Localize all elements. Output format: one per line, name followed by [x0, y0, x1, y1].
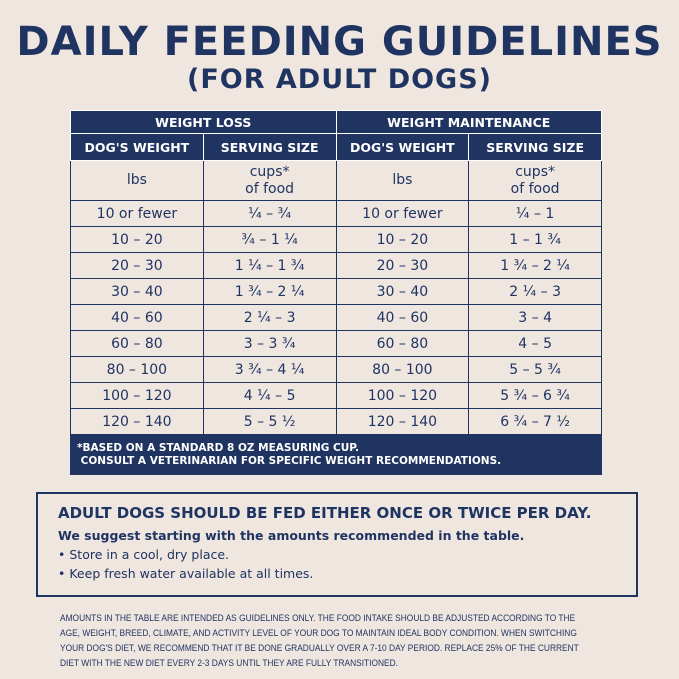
table-cell: 40 – 60 [70, 304, 204, 331]
column-header: DOG'S WEIGHT [70, 133, 204, 161]
table-cell: ¼ – ¾ [202, 200, 337, 227]
table-cell: 1 ¾ – 2 ¼ [202, 278, 337, 305]
page-title: DAILY FEEDING GUIDELINES [16, 19, 663, 65]
table-cell: 120 – 140 [70, 408, 204, 435]
table-cell: 10 – 20 [335, 226, 470, 253]
table-cell: 3 – 4 [468, 304, 602, 331]
table-cell: 10 – 20 [70, 226, 204, 253]
info-intro: We suggest starting with the amounts rec… [58, 528, 525, 543]
table-cell: 5 – 5 ½ [202, 408, 337, 435]
table-cell: ¾ – 1 ¼ [202, 226, 337, 253]
table-cell: 60 – 80 [70, 330, 204, 357]
table-row: 20 – 30 1 ¼ – 1 ¾ 20 – 30 1 ¾ – 2 ¼ [70, 252, 602, 279]
unit-cell: lbs [335, 160, 470, 201]
unit-cell: cups* of food [468, 160, 602, 201]
table-cell: 6 ¾ – 7 ½ [468, 408, 602, 435]
table-row: 40 – 60 2 ¼ – 3 40 – 60 3 – 4 [70, 304, 602, 331]
group-header-weight-maintenance: WEIGHT MAINTENANCE [335, 110, 602, 134]
table-footnote: *BASED ON A STANDARD 8 OZ MEASURING CUP.… [70, 434, 602, 475]
table-cell: 5 ¾ – 6 ¾ [468, 382, 602, 409]
page-subtitle: (FOR ADULT DOGS) [186, 64, 493, 95]
table-row: 80 – 100 3 ¾ – 4 ¼ 80 – 100 5 – 5 ¾ [70, 356, 602, 383]
table-row: 120 – 140 5 – 5 ½ 120 – 140 6 ¾ – 7 ½ [70, 408, 602, 435]
disclaimer-text: AMOUNTS IN THE TABLE ARE INTENDED AS GUI… [60, 613, 579, 668]
table-cell: 1 ¾ – 2 ¼ [468, 252, 602, 279]
unit-cell: lbs [70, 160, 204, 201]
table-cell: 100 – 120 [335, 382, 470, 409]
table-cell: 3 – 3 ¾ [202, 330, 337, 357]
table-row: 30 – 40 1 ¾ – 2 ¼ 30 – 40 2 ¼ – 3 [70, 278, 602, 305]
table-cell: 20 – 30 [70, 252, 204, 279]
unit-cell: cups* of food [202, 160, 337, 201]
table-row: 100 – 120 4 ¼ – 5 100 – 120 5 ¾ – 6 ¾ [70, 382, 602, 409]
table-cell: 10 or fewer [70, 200, 204, 227]
table-cell: 1 ¼ – 1 ¾ [202, 252, 337, 279]
group-header-weight-loss: WEIGHT LOSS [70, 110, 337, 134]
table-cell: 2 ¼ – 3 [468, 278, 602, 305]
table-cell: 80 – 100 [335, 356, 470, 383]
table-cell: 5 – 5 ¾ [468, 356, 602, 383]
table-row: 10 – 20 ¾ – 1 ¼ 10 – 20 1 – 1 ¾ [70, 226, 602, 253]
info-bullet: Store in a cool, dry place. [58, 547, 616, 562]
table-cell: 100 – 120 [70, 382, 204, 409]
table-cell: 30 – 40 [70, 278, 204, 305]
column-header: SERVING SIZE [202, 133, 337, 161]
column-header: SERVING SIZE [468, 133, 602, 161]
table-cell: 120 – 140 [335, 408, 470, 435]
feeding-info-box: ADULT DOGS SHOULD BE FED EITHER ONCE OR … [36, 492, 638, 597]
table-cell: 30 – 40 [335, 278, 470, 305]
table-cell: 4 – 5 [468, 330, 602, 357]
info-bullet: Keep fresh water available at all times. [58, 566, 616, 581]
table-cell: 1 – 1 ¾ [468, 226, 602, 253]
table-cell: 20 – 30 [335, 252, 470, 279]
column-header: DOG'S WEIGHT [335, 133, 470, 161]
table-row: 10 or fewer ¼ – ¾ 10 or fewer ¼ – 1 [70, 200, 602, 227]
table-cell: 2 ¼ – 3 [202, 304, 337, 331]
table-cell: 40 – 60 [335, 304, 470, 331]
table-cell: 4 ¼ – 5 [202, 382, 337, 409]
feeding-table: WEIGHT LOSS WEIGHT MAINTENANCE DOG'S WEI… [70, 110, 602, 475]
table-cell: 10 or fewer [335, 200, 470, 227]
table-cell: ¼ – 1 [468, 200, 602, 227]
table-cell: 3 ¾ – 4 ¼ [202, 356, 337, 383]
info-heading: ADULT DOGS SHOULD BE FED EITHER ONCE OR … [58, 504, 592, 522]
table-cell: 80 – 100 [70, 356, 204, 383]
table-cell: 60 – 80 [335, 330, 470, 357]
table-row: 60 – 80 3 – 3 ¾ 60 – 80 4 – 5 [70, 330, 602, 357]
